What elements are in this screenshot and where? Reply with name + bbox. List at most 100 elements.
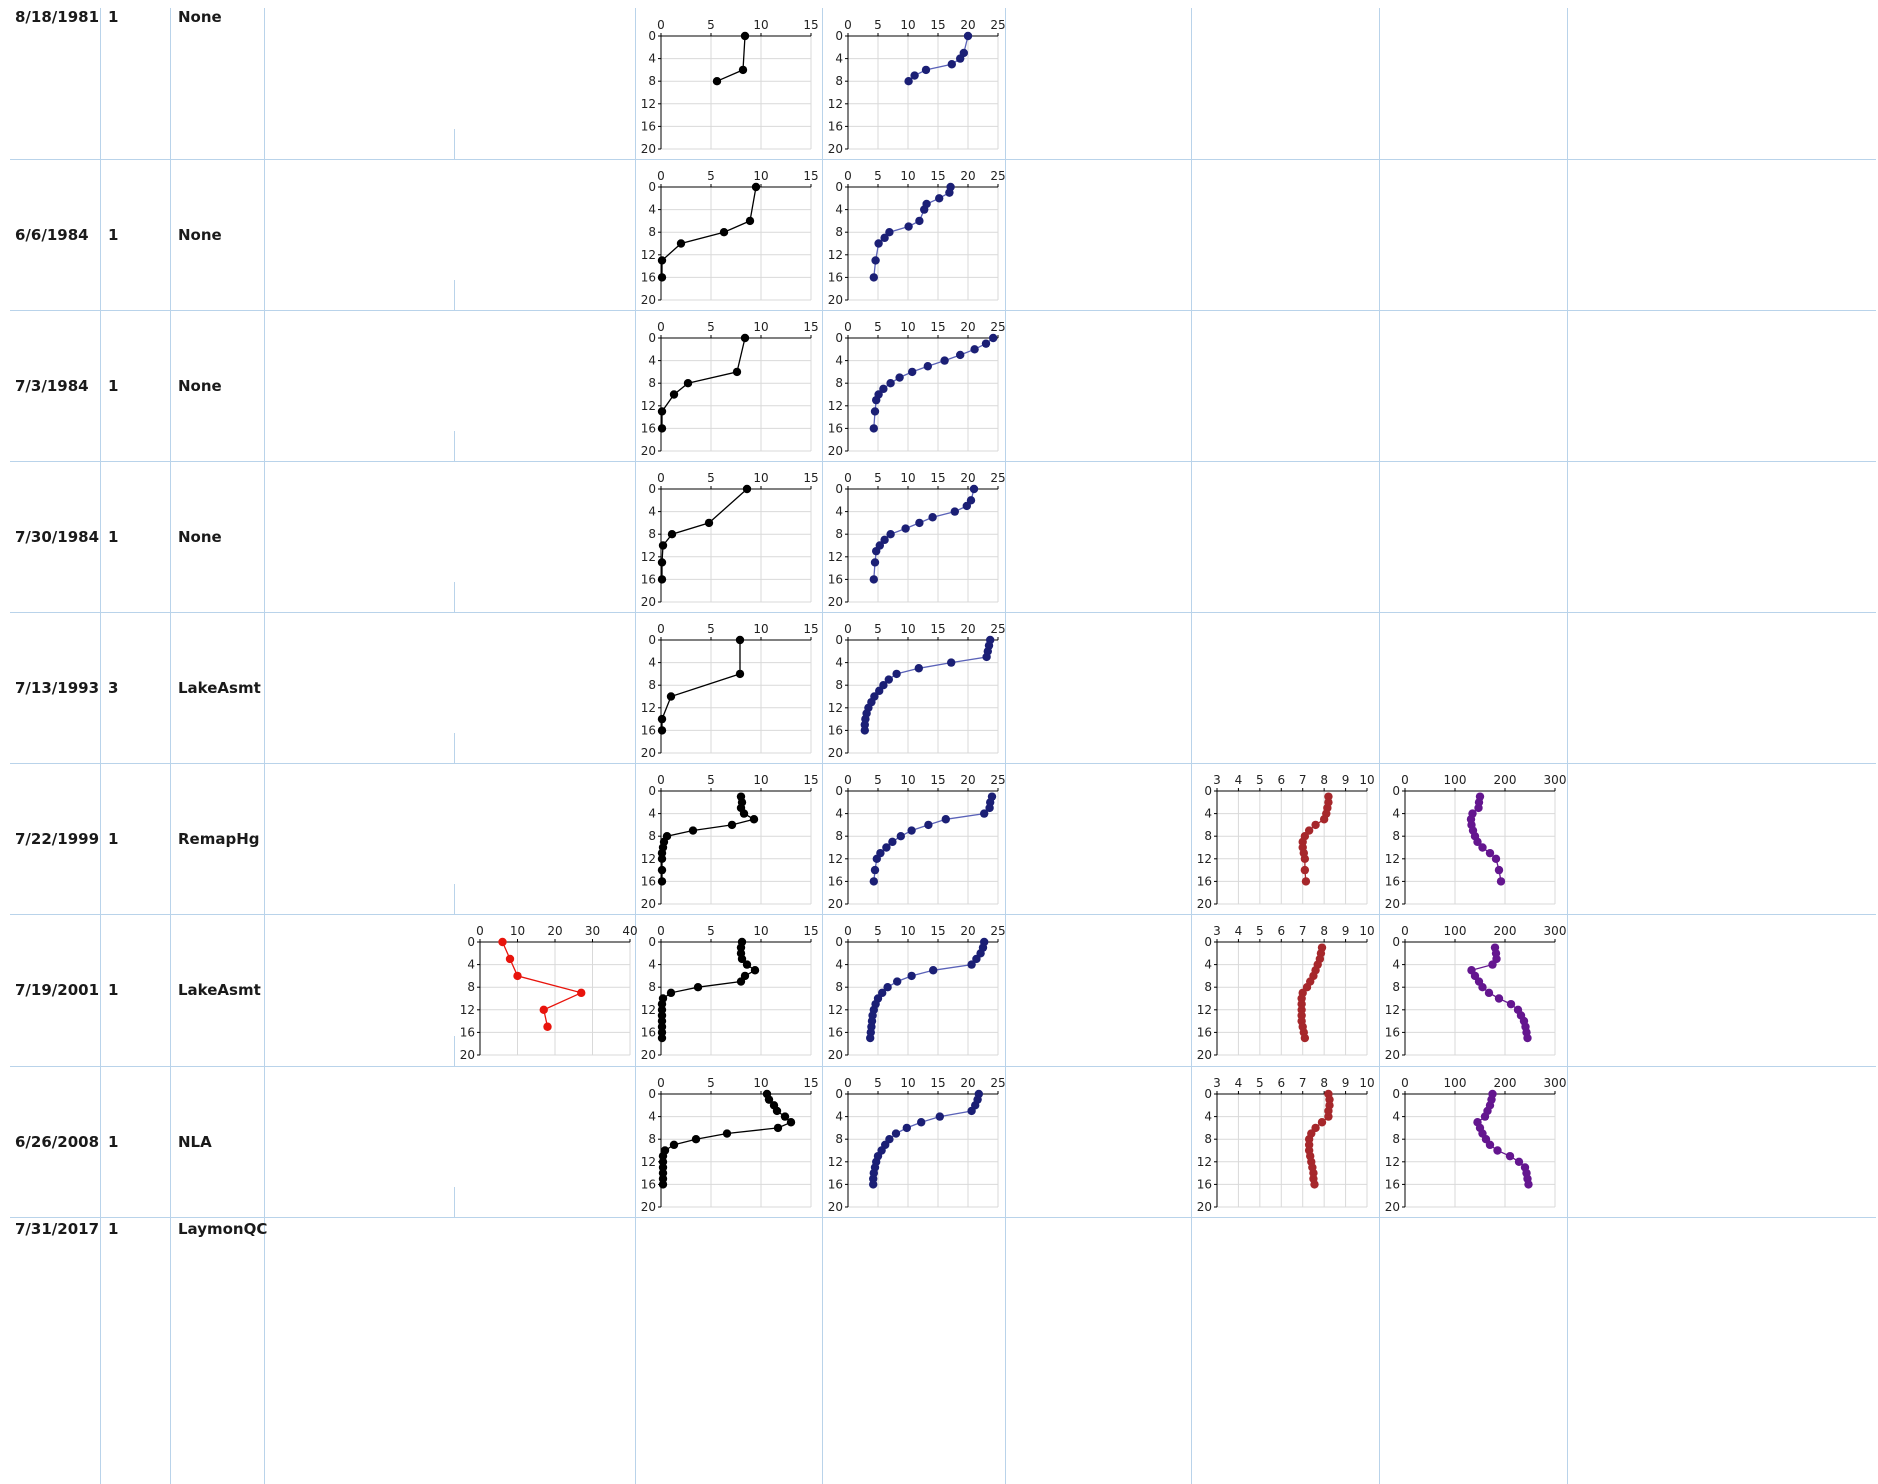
data-point [719,228,729,237]
y-tick-label: 8 [835,980,843,994]
y-tick-label: 16 [828,874,843,888]
y-tick-label: 12 [641,550,656,564]
y-tick-label: 20 [1385,1200,1400,1214]
x-tick-label: 15 [930,320,945,334]
data-point [727,820,737,830]
project-cell: LakeAsmt [178,678,261,697]
data-point [1310,1180,1319,1189]
x-tick-label: 5 [1256,1076,1264,1090]
data-point [740,31,750,41]
y-tick-label: 4 [1204,958,1212,972]
temp-profile-chart: 0 5 10 15 20 25 0 4 8 12 16 20 [828,1076,1006,1214]
cond-profile-chart: 0 100 200 300 0 4 8 12 16 20 [1385,1076,1567,1214]
cell-divider [264,884,265,914]
data-point [657,407,667,416]
y-tick-label: 8 [835,376,843,390]
y-tick-label: 16 [1197,874,1212,888]
count-cell: 1 [108,225,119,244]
x-tick-label: 20 [960,924,975,938]
x-tick-label: 8 [1320,773,1328,787]
y-tick-label: 20 [641,1200,656,1214]
y-tick-label: 8 [835,527,843,541]
x-tick-label: 20 [960,622,975,636]
y-tick-label: 8 [648,74,656,88]
data-point [505,954,515,964]
x-tick-label: 15 [803,169,818,183]
x-tick-label: 25 [990,622,1005,636]
data-point [985,803,994,813]
data-point [736,977,746,986]
data-point [989,333,998,343]
y-tick-label: 0 [648,331,656,345]
data-point [872,546,881,556]
y-tick-label: 4 [648,807,656,821]
data-point [962,501,971,511]
project-cell: LaymonQC [178,1220,268,1238]
x-tick-label: 5 [1256,924,1264,938]
data-point [1496,877,1506,886]
data-point [871,256,880,265]
data-point [1300,1033,1310,1043]
x-tick-label: 300 [1544,924,1567,938]
data-point [749,815,759,824]
x-tick-label: 7 [1299,773,1307,787]
data-point [904,222,913,231]
x-tick-label: 0 [476,924,484,938]
y-tick-label: 0 [648,29,656,43]
y-tick-label: 4 [648,354,656,368]
y-tick-label: 4 [648,656,656,670]
data-point [880,535,889,545]
column-divider [822,8,823,1484]
y-tick-label: 8 [648,678,656,692]
count-cell: 1 [108,1220,119,1238]
x-tick-label: 200 [1494,924,1517,938]
x-tick-label: 10 [753,169,768,183]
y-tick-label: 12 [641,248,656,262]
data-point [735,669,745,679]
y-tick-label: 12 [1197,852,1212,866]
data-point [981,339,991,348]
x-tick-label: 20 [960,471,975,485]
y-tick-label: 16 [828,1025,843,1039]
x-tick-label: 0 [844,471,852,485]
data-point [923,362,932,371]
column-divider [1379,8,1380,1484]
data-point [969,484,979,494]
x-tick-label: 20 [960,773,975,787]
column-divider [1567,8,1568,1484]
x-tick-label: 5 [707,773,715,787]
y-tick-label: 0 [835,482,843,496]
data-point [885,228,894,237]
y-tick-label: 4 [467,958,475,972]
x-tick-label: 10 [753,18,768,32]
data-point [738,65,748,75]
x-tick-label: 300 [1544,773,1567,787]
y-tick-label: 20 [828,1200,843,1214]
x-tick-label: 10 [753,1076,768,1090]
data-point [764,1095,774,1104]
count-cell: 1 [108,1132,119,1151]
y-tick-label: 12 [1385,1155,1400,1169]
y-tick-label: 12 [828,97,843,111]
project-cell: None [178,8,222,26]
data-point [891,1129,901,1138]
x-tick-label: 200 [1494,773,1517,787]
x-tick-label: 3 [1213,1076,1221,1090]
data-point [917,1118,926,1127]
cond-profile-chart: 0 100 200 300 0 4 8 12 16 20 [1385,924,1567,1062]
secchi-profile-chart: 0 10 20 30 40 0 4 8 12 16 20 [460,924,638,1062]
x-tick-label: 0 [844,320,852,334]
y-tick-label: 20 [828,1048,843,1062]
x-tick-label: 300 [1544,1076,1567,1090]
y-tick-label: 20 [641,142,656,156]
data-point [737,954,747,964]
y-tick-label: 4 [1204,807,1212,821]
data-point [740,333,750,343]
data-point [676,239,686,248]
data-point [940,356,949,365]
data-point [657,273,667,282]
x-tick-label: 10 [900,924,915,938]
x-tick-label: 5 [874,471,882,485]
